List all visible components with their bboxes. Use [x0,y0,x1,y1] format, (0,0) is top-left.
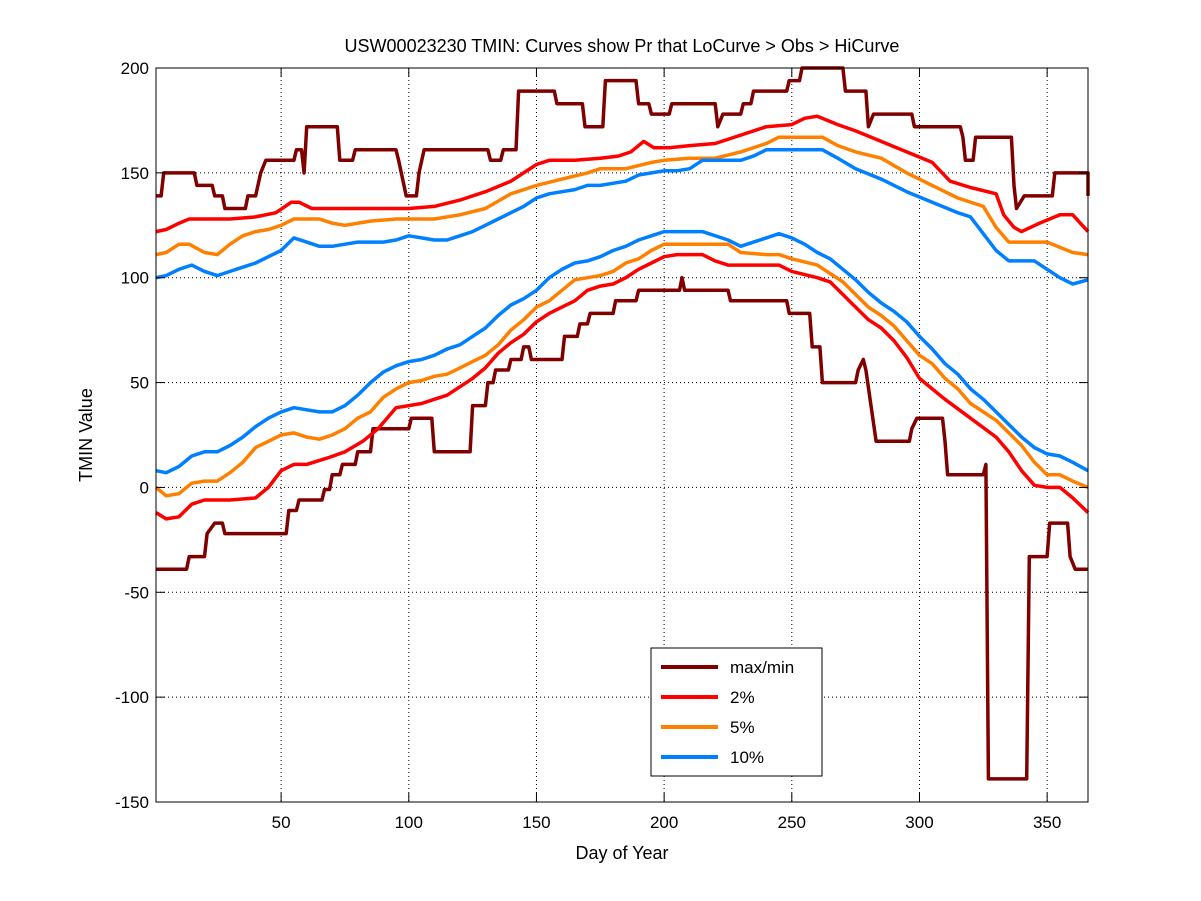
legend-box [650,647,823,777]
y-tick-label: -100 [115,688,149,707]
y-tick-label: 200 [121,59,149,78]
legend-label: 5% [730,718,755,737]
axis-ticks [156,67,1088,803]
x-axis-label: Day of Year [575,843,668,863]
series-2pct-lower-line [155,252,1090,521]
series-5pct-lower-line [154,242,1089,498]
y-tick-label: -50 [124,583,149,602]
x-tick-label: 300 [905,813,933,832]
y-tick-label: 50 [130,374,149,393]
y-tick-label: 150 [121,164,149,183]
series-max-min-upper-line [156,66,1090,211]
x-tick-label: 250 [778,813,806,832]
plot-area-background [156,68,1088,802]
y-tick-label: 100 [121,269,149,288]
series-max-min-lower-line [156,275,1088,781]
x-tick-label: 150 [522,813,550,832]
series-2pct-upper-line [155,114,1090,234]
series-10pct-lower-line [155,229,1089,475]
grid-lines [156,68,1088,802]
axis-tick-labels: 50 100 150 200 250 300 350 -150 -100 -50 0 50 100 150… [115,59,1061,832]
y-tick-label: -150 [115,793,149,812]
y-axis-label: TMIN Value [76,388,96,482]
x-tick-label: 200 [650,813,678,832]
x-tick-label: 100 [395,813,423,832]
legend-label: max/min [730,658,794,677]
series-5pct-upper-line [155,135,1089,257]
legend-label: 2% [730,688,755,707]
series-10pct-upper-line [155,148,1089,286]
series-layer [154,66,1090,781]
x-tick-label: 50 [272,813,291,832]
legend-label: 10% [730,748,764,767]
y-tick-label: 0 [140,478,149,497]
legend: max/min 2% 5% 10% [650,647,823,777]
chart-title: USW00023230 TMIN: Curves show Pr that Lo… [345,36,900,56]
plot-area-frame [155,67,1089,803]
x-tick-label: 350 [1033,813,1061,832]
